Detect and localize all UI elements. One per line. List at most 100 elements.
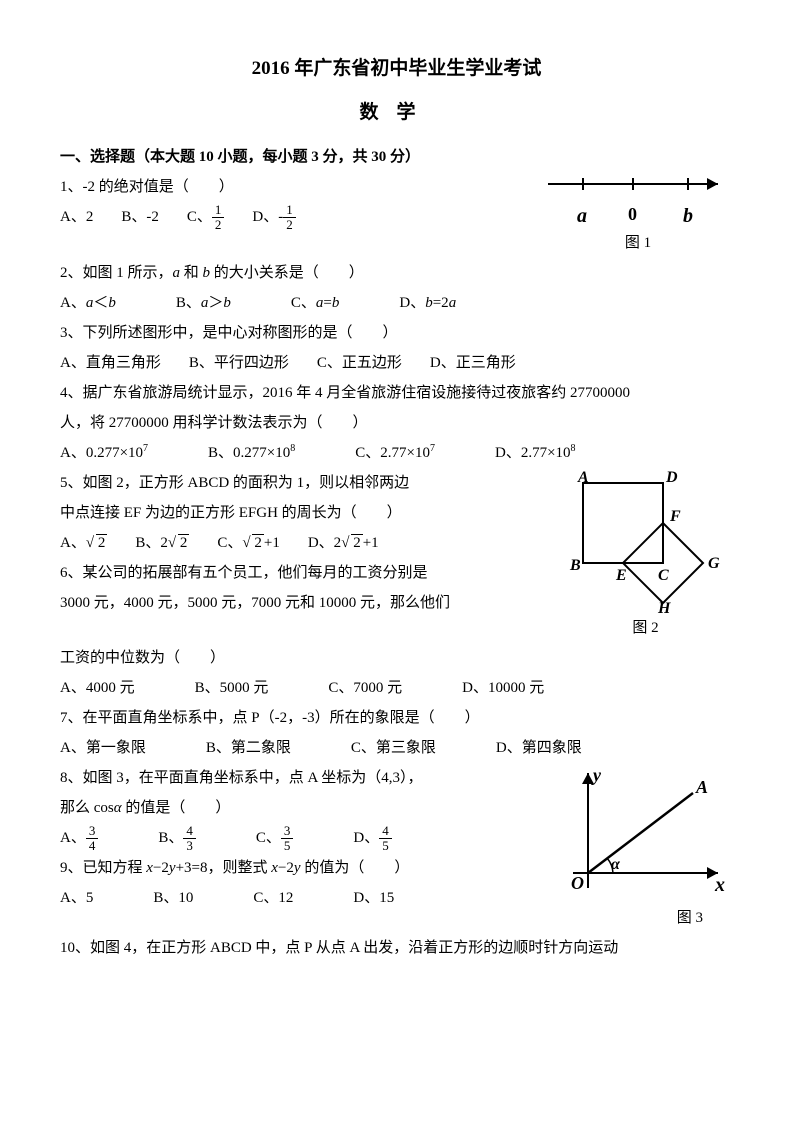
q10-stem: 10、如图 4，在正方形 ABCD 中，点 P 从点 A 出发，沿着正方形的边顺… <box>60 933 733 963</box>
q9-stem-a: 9、已知方程 <box>60 860 146 876</box>
minus2: −2 <box>278 860 294 876</box>
fraction-half-icon: 12 <box>283 203 296 233</box>
q2-d-label: D、 <box>399 295 425 311</box>
sup-7: 7 <box>143 443 148 454</box>
fraction-icon: 35 <box>281 824 294 854</box>
q5-options: A、2 B、22 C、2+1 D、22+1 <box>60 528 548 558</box>
fig3-O: O <box>571 873 584 893</box>
coordinate-plane-icon: y x O A α <box>543 763 733 903</box>
radicand: 2 <box>178 534 190 551</box>
q3-opt-c: C、正五边形 <box>317 348 402 378</box>
fig2-A: A <box>577 469 589 486</box>
q5-q6-row: 5、如图 2，正方形 ABCD 的面积为 1，则以相邻两边 中点连接 EF 为边… <box>60 468 733 643</box>
sup-8: 8 <box>290 443 295 454</box>
fraction-half-icon: 12 <box>212 203 225 233</box>
var-x: x <box>271 860 278 876</box>
exam-title: 2016 年广东省初中毕业生学业考试 <box>60 50 733 88</box>
fig1-label-a: a <box>577 196 587 236</box>
sqrt-icon: 2 <box>86 528 108 558</box>
q4-a-text: A、0.277×10 <box>60 445 143 461</box>
q5-c-pre: C、 <box>217 535 242 551</box>
q6-stem-3: 工资的中位数为（ ） <box>60 643 733 673</box>
lt-symbol: ＜ <box>93 295 108 311</box>
alpha-var: α <box>114 800 122 816</box>
gt-symbol: ＞ <box>208 295 223 311</box>
q8-d-pre: D、 <box>353 830 379 846</box>
fig2-G: G <box>708 555 720 572</box>
fraction-icon: 45 <box>379 824 392 854</box>
q3-opt-a: A、直角三角形 <box>60 348 161 378</box>
fig1-label-0: 0 <box>628 196 637 232</box>
q2-b-label: B、 <box>176 295 201 311</box>
q9-stem-c: 的值为（ ） <box>301 860 410 876</box>
q5-c-post: +1 <box>264 535 280 551</box>
fig2-D: D <box>665 469 678 486</box>
figure-1-container: a 0 b 图 1 <box>543 172 733 258</box>
var-y: y <box>169 860 176 876</box>
q1-opt-b: B、-2 <box>121 202 159 232</box>
q2-opt-a: A、a＜b <box>60 288 116 318</box>
q1-options: A、2 B、-2 C、12 D、-12 <box>60 202 533 232</box>
q9-options: A、5 B、10 C、12 D、15 <box>60 883 533 913</box>
q8-stem-2: 那么 cosα 的值是（ ） <box>60 793 533 823</box>
sqrt-icon: 2 <box>242 528 264 558</box>
fig1-label-b: b <box>683 196 693 236</box>
q9-opt-b: B、10 <box>153 883 193 913</box>
q4-stem-2: 人，将 27700000 用科学计数法表示为（ ） <box>60 408 733 438</box>
fig3-y: y <box>591 765 602 785</box>
q6-stem-2: 3000 元，4000 元，5000 元，7000 元和 10000 元，那么他… <box>60 588 548 618</box>
exam-subject: 数学 <box>60 94 733 132</box>
q6-opt-b: B、5000 元 <box>195 673 269 703</box>
radicand: 2 <box>252 534 264 551</box>
frac-den: 2 <box>212 218 225 232</box>
frac-num: 1 <box>283 203 296 218</box>
var-a: a <box>449 295 457 311</box>
q6-stem-1: 6、某公司的拓展部有五个员工，他们每月的工资分别是 <box>60 558 548 588</box>
q6-opt-c: C、7000 元 <box>328 673 402 703</box>
q1-c-prefix: C、 <box>187 209 212 225</box>
q8-b-pre: B、 <box>158 830 183 846</box>
fig2-B: B <box>569 557 581 574</box>
frac-num: 4 <box>183 824 196 839</box>
var-b: b <box>332 295 340 311</box>
q2-stem-c: 的大小关系是（ ） <box>210 265 364 281</box>
q4-b-text: B、0.277×10 <box>208 445 290 461</box>
q9-opt-a: A、5 <box>60 883 93 913</box>
q2-opt-b: B、a＞b <box>176 288 231 318</box>
var-b: b <box>223 295 231 311</box>
q8-opt-d: D、45 <box>353 823 391 853</box>
frac-num: 3 <box>281 824 294 839</box>
q5-stem-2: 中点连接 EF 为边的正方形 EFGH 的周长为（ ） <box>60 498 548 528</box>
section-1-heading: 一、选择题（本大题 10 小题，每小题 3 分，共 30 分） <box>60 142 733 172</box>
fraction-icon: 34 <box>86 824 99 854</box>
q9-stem-b: ，则整式 <box>208 860 272 876</box>
var-y: y <box>294 860 301 876</box>
q5-a-pre: A、 <box>60 535 86 551</box>
q3-options: A、直角三角形 B、平行四边形 C、正五边形 D、正三角形 <box>60 348 733 378</box>
q4-opt-a: A、0.277×107 <box>60 438 148 468</box>
sqrt-icon: 2 <box>341 528 363 558</box>
q1-stem: 1、-2 的绝对值是（ ） <box>60 172 533 202</box>
frac-num: 1 <box>212 203 225 218</box>
q2-stem: 2、如图 1 所示，a 和 b 的大小关系是（ ） <box>60 258 733 288</box>
sup-8: 8 <box>571 443 576 454</box>
q6-options: A、4000 元 B、5000 元 C、7000 元 D、10000 元 <box>60 673 733 703</box>
q5-opt-d: D、22+1 <box>308 528 379 558</box>
q5-b-pre: B、2 <box>135 535 168 551</box>
q8-q9-row: 8、如图 3，在平面直角坐标系中，点 A 坐标为（4,3）， 那么 cosα 的… <box>60 763 733 933</box>
sqrt-icon: 2 <box>168 528 190 558</box>
q8-stem-1: 8、如图 3，在平面直角坐标系中，点 A 坐标为（4,3）， <box>60 763 533 793</box>
minus2: −2 <box>153 860 169 876</box>
q5-d-pre: D、2 <box>308 535 341 551</box>
squares-diagram-icon: A D B E F C G H <box>558 468 733 613</box>
frac-den: 5 <box>379 839 392 853</box>
q2-stem-a: 2、如图 1 所示， <box>60 265 173 281</box>
frac-num: 3 <box>86 824 99 839</box>
var-b: b <box>425 295 433 311</box>
q7-opt-b: B、第二象限 <box>206 733 291 763</box>
q8-stem-2b: 的值是（ ） <box>122 800 231 816</box>
q7-stem: 7、在平面直角坐标系中，点 P（-2，-3）所在的象限是（ ） <box>60 703 733 733</box>
q2-opt-c: C、a=b <box>291 288 339 318</box>
q5-stem-1: 5、如图 2，正方形 ABCD 的面积为 1，则以相邻两边 <box>60 468 548 498</box>
radicand: 2 <box>96 534 108 551</box>
